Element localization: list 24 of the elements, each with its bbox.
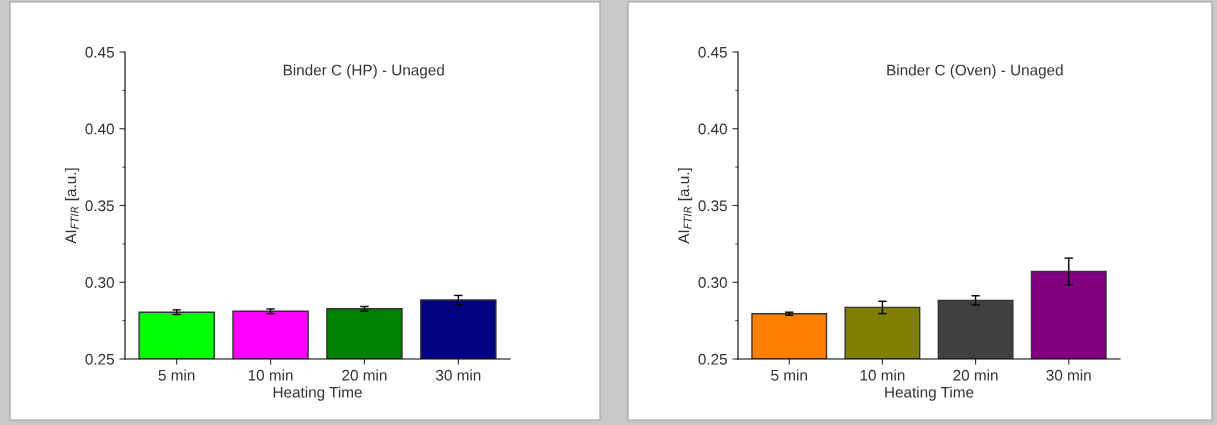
y-tick-label: 0.25 (698, 353, 727, 365)
x-tick-label: 5 min (158, 369, 195, 381)
x-tick-label: 30 min (1046, 369, 1091, 381)
y-tick-label: 0.35 (85, 200, 114, 212)
x-tick-label: 10 min (248, 369, 293, 381)
y-axis-title: AI$_{FTIR}$ [a.u.] (677, 168, 693, 244)
y-tick-label: 0.45 (85, 46, 114, 58)
x-tick-label: 10 min (860, 369, 905, 381)
y-tick-label: 0.30 (85, 277, 114, 288)
y-axis-title: AI$_{FTIR}$ [a.u.] (64, 168, 80, 244)
text: Binder C (HP) - Unaged (283, 64, 444, 79)
y-tick-label: 0.35 (698, 200, 727, 212)
x-axis-title: Heating Time (273, 386, 362, 401)
x-tick-label: 20 min (342, 369, 387, 381)
text: Binder C (Oven) - Unaged (887, 64, 1063, 79)
x-tick-label: 30 min (436, 369, 481, 381)
x-tick-label: 5 min (771, 369, 807, 381)
x-tick-label: 20 min (953, 369, 998, 381)
y-tick-label: 0.40 (698, 123, 727, 135)
y-tick-label: 0.40 (85, 123, 114, 135)
x-axis-title: Heating Time (885, 386, 974, 401)
y-tick-label: 0.25 (85, 353, 114, 365)
y-tick-label: 0.30 (698, 277, 727, 288)
y-tick-label: 0.45 (698, 46, 727, 58)
